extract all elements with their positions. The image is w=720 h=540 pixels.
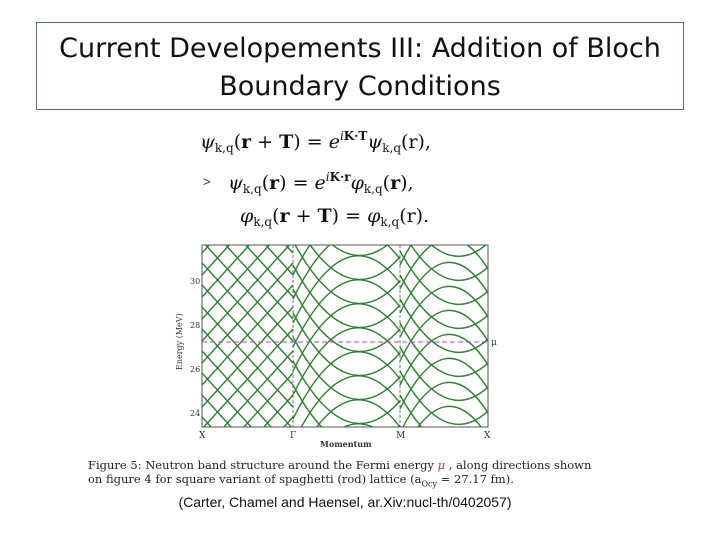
band-curve [399, 333, 488, 386]
y-tick-label: 24 [190, 409, 200, 418]
y-tick-label: 28 [190, 321, 200, 330]
x-ticks: X Γ M X [199, 431, 491, 441]
fermi-level-label: μ [491, 338, 497, 348]
band-curve [262, 394, 294, 427]
band-curve [410, 245, 488, 282]
x-tick-label: X [199, 431, 206, 441]
band-curve [399, 298, 488, 354]
band-curve [399, 346, 488, 402]
band-curve [430, 245, 487, 258]
band-curve [294, 245, 401, 305]
caption-text: on figure 4 for square variant of spaghe… [88, 472, 422, 486]
y-tick-label: 30 [190, 277, 200, 286]
caption-mu-symbol: μ [437, 458, 446, 472]
slide-title-line-1: Current Developements III: Addition of B… [59, 33, 661, 64]
slide-title-box: Current Developements III: Addition of B… [36, 22, 684, 110]
band-curve [399, 245, 488, 266]
y-ticks: 30 28 26 24 [190, 277, 200, 418]
band-curve [292, 312, 401, 377]
band-curve [399, 322, 488, 378]
equations-block: ψk,q(r + T) = eiK·Tψk,q(r), ψk,q(r) = ei… [200, 129, 431, 229]
x-axis-label: Momentum [320, 439, 372, 449]
caption-subscript: Ocy [421, 479, 438, 489]
band-curve [399, 370, 488, 426]
band-curve [292, 288, 401, 353]
band-curve [242, 372, 294, 427]
band-curve [399, 250, 488, 306]
caption-text: , along directions shown [445, 458, 592, 472]
band-structure-figure: μ 30 28 26 24 Energy (MeV) X Γ M X Momen… [175, 244, 497, 452]
band-curve [400, 430, 488, 452]
band-curve [399, 261, 488, 314]
band-curve [399, 394, 423, 427]
y-tick-label: 26 [190, 365, 200, 374]
equation-1: ψk,q(r + T) = eiK·Tψk,q(r), [200, 129, 431, 155]
band-curve [309, 245, 401, 281]
x-tick-label: M [396, 431, 405, 441]
equation-3: φk,q(r + T) = φk,q(r). [240, 205, 429, 229]
band-curve [399, 285, 488, 338]
band-curve [292, 245, 311, 276]
band-curve [402, 381, 488, 427]
y-axis-label: Energy (MeV) [175, 313, 184, 370]
band-curve [222, 350, 294, 427]
caption-text: = 27.17 fm). [437, 472, 514, 486]
slide-title-line-2: Boundary Conditions [219, 71, 501, 102]
svg-text:ψk,q(r) = eiK·rφk,q(r),: ψk,q(r) = eiK·rφk,q(r), [228, 170, 414, 196]
figure-caption: Figure 5: Neutron band structure around … [88, 458, 628, 491]
equation-2: ψk,q(r) = eiK·rφk,q(r), [228, 170, 414, 196]
band-curve [292, 264, 401, 329]
band-curve [292, 384, 401, 427]
band-curve [399, 274, 488, 330]
band-curve [331, 245, 389, 257]
citation: (Carter, Chamel and Haensel, ar.Xiv:nucl… [178, 494, 512, 510]
band-curve [417, 405, 482, 427]
band-curve [399, 309, 488, 362]
band-curve [202, 394, 233, 427]
caption-text: Figure 5: Neutron band structure around … [88, 458, 438, 472]
bullet-marker: > [203, 174, 211, 189]
x-tick-label: Γ [290, 431, 296, 441]
band-curves [202, 245, 488, 452]
band-curve [342, 423, 374, 427]
svg-text:φk,q(r + T) = φk,q(r).: φk,q(r + T) = φk,q(r). [240, 205, 429, 229]
x-tick-label: X [484, 431, 491, 441]
band-curve [292, 336, 401, 401]
svg-text:ψk,q(r + T) = eiK·Tψk,q(r),: ψk,q(r + T) = eiK·Tψk,q(r), [200, 129, 431, 155]
band-curve [292, 360, 401, 425]
band-curve [399, 357, 488, 410]
band-curve [399, 245, 488, 290]
